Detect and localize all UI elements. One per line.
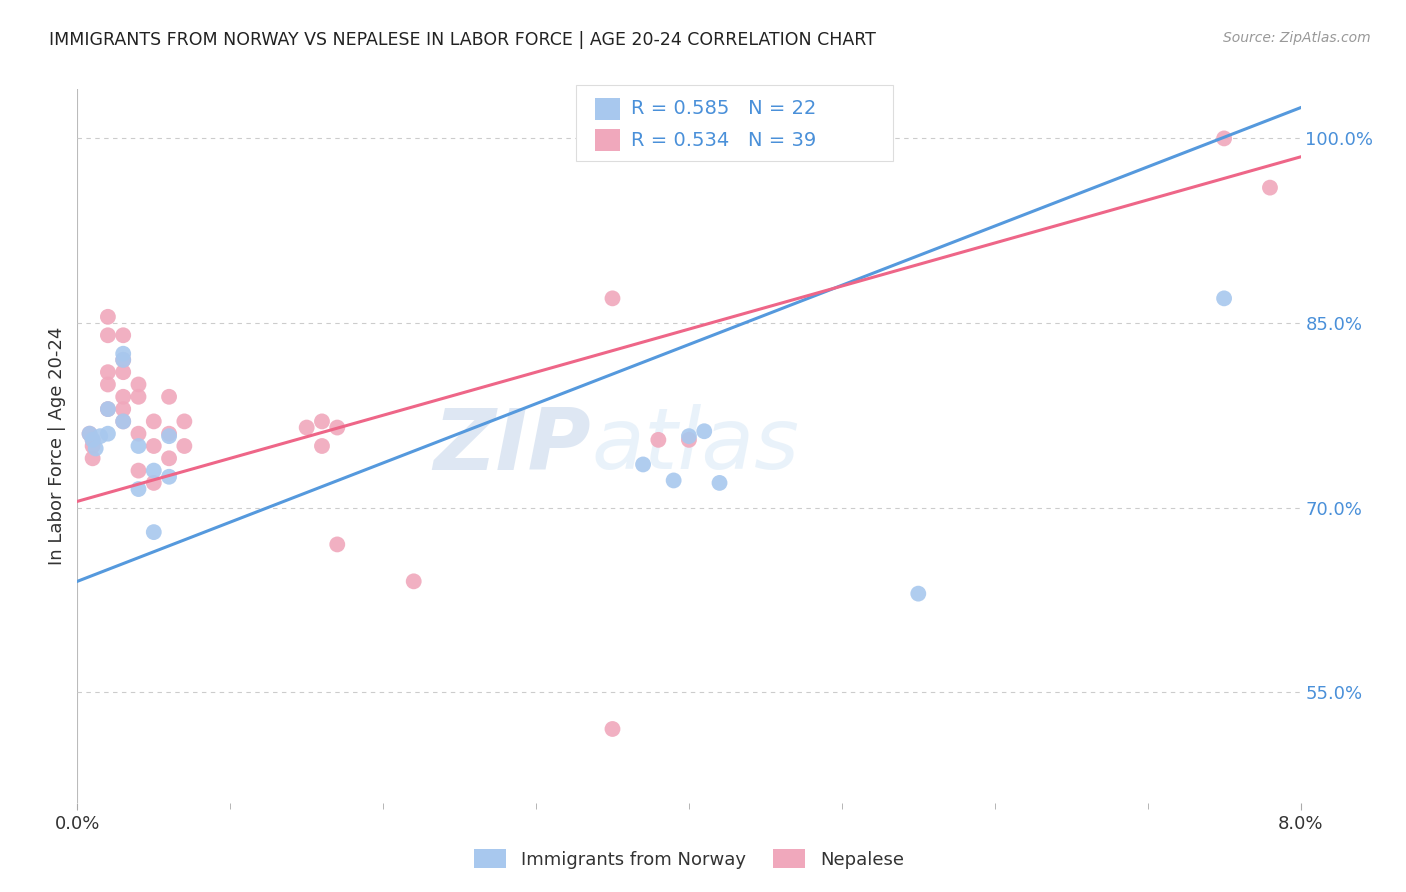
Text: R = 0.585   N = 22: R = 0.585 N = 22 [631,99,817,119]
Point [157,451,180,466]
Point [142,414,165,428]
Point [128,390,150,404]
Point [82,439,104,453]
Legend: Immigrants from Norway, Nepalese: Immigrants from Norway, Nepalese [467,842,911,876]
Point [97,328,120,343]
Point [128,464,150,478]
Point [326,537,349,551]
Point [82,433,104,447]
Text: ZIP: ZIP [433,404,591,488]
Point [112,352,135,367]
Point [1213,131,1236,145]
Point [142,439,165,453]
Point [97,365,120,379]
Point [84,442,107,456]
Point [128,482,150,496]
Point [311,439,333,453]
Point [693,424,716,438]
Point [602,722,624,736]
Y-axis label: In Labor Force | Age 20-24: In Labor Force | Age 20-24 [48,326,66,566]
Point [97,402,120,417]
Point [112,390,135,404]
Point [79,426,101,441]
Point [82,433,104,447]
Point [112,328,135,343]
Point [97,377,120,392]
Point [157,429,180,443]
Point [97,310,120,324]
Point [157,426,180,441]
Point [97,402,120,417]
Point [631,458,654,472]
Point [1213,291,1236,305]
Point [112,414,135,428]
Point [89,429,111,443]
Text: R = 0.534   N = 39: R = 0.534 N = 39 [631,130,817,150]
Text: Source: ZipAtlas.com: Source: ZipAtlas.com [1223,31,1371,45]
Point [142,464,165,478]
Text: atlas: atlas [591,404,799,488]
Point [112,347,135,361]
Point [112,402,135,417]
Point [97,426,120,441]
Point [295,420,318,434]
Point [79,426,101,441]
Point [173,439,195,453]
Point [112,414,135,428]
Point [602,291,624,305]
Point [647,433,669,447]
Point [128,377,150,392]
Point [112,352,135,367]
Point [709,475,731,490]
Point [311,414,333,428]
Point [142,525,165,540]
Point [173,414,195,428]
Point [662,474,685,488]
Point [1258,180,1281,194]
Point [678,144,700,158]
Point [157,390,180,404]
Point [402,574,425,589]
Point [112,365,135,379]
Point [128,426,150,441]
Point [157,469,180,483]
Point [631,144,654,158]
Point [907,587,929,601]
Point [326,420,349,434]
Point [128,439,150,453]
Text: IMMIGRANTS FROM NORWAY VS NEPALESE IN LABOR FORCE | AGE 20-24 CORRELATION CHART: IMMIGRANTS FROM NORWAY VS NEPALESE IN LA… [49,31,876,49]
Point [82,451,104,466]
Point [678,433,700,447]
Point [678,429,700,443]
Point [142,475,165,490]
